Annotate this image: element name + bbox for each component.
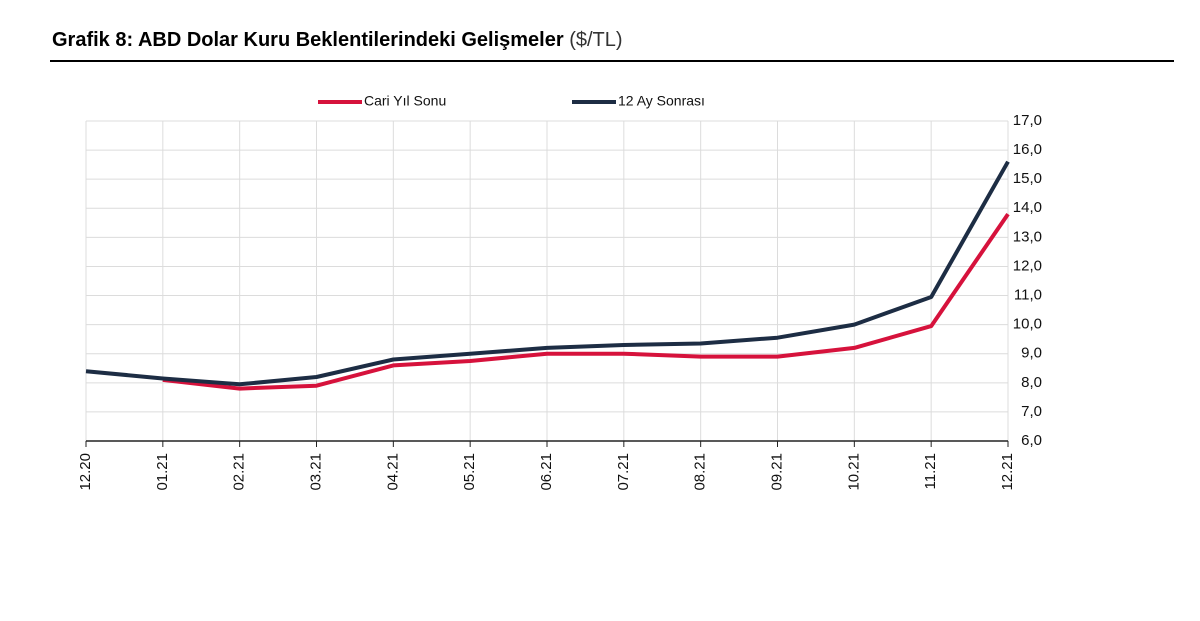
- series-line: [85, 160, 1010, 387]
- y-tick-label: 17,0: [1013, 112, 1042, 129]
- x-tick-label: 05.21: [461, 453, 478, 491]
- chart-title: Grafik 8: ABD Dolar Kuru Beklentilerinde…: [52, 29, 623, 52]
- y-tick-label: 15,0: [1013, 170, 1042, 187]
- title-underline: [50, 60, 1174, 62]
- legend-label: 12 Ay Sonrası: [618, 93, 705, 109]
- x-tick-label: 07.21: [615, 453, 632, 491]
- y-tick-label: 9,0: [1021, 345, 1042, 362]
- x-tick-label: 11.21: [922, 453, 939, 489]
- legend-label: Cari Yıl Sonu: [364, 93, 446, 109]
- x-tick-label: 09.21: [768, 453, 785, 491]
- legend: Cari Yıl Sonu 12 Ay Sonrası: [318, 93, 705, 109]
- y-tick-label: 10,0: [1013, 316, 1042, 333]
- x-axis-ticks: 12.20 01.21 02.21 03.21 04.21 05.21 06.21 07.21…: [77, 441, 1016, 491]
- x-tick-label: 12.21: [999, 453, 1016, 491]
- chart-title-main: Grafik 8: ABD Dolar Kuru Beklentilerinde…: [52, 29, 564, 51]
- series-line: [162, 212, 1010, 391]
- y-tick-label: 11,0: [1014, 287, 1042, 304]
- y-tick-label: 6,0: [1021, 432, 1042, 449]
- y-tick-label: 16,0: [1013, 141, 1042, 158]
- x-tick-label: 08.21: [692, 453, 709, 491]
- x-tick-label: 10.21: [845, 453, 862, 491]
- x-tick-label: 04.21: [384, 453, 401, 491]
- grid: [85, 120, 1009, 442]
- y-tick-label: 8,0: [1021, 374, 1042, 391]
- x-tick-label: 03.21: [307, 453, 324, 491]
- y-axis-ticks: 17,0 16,0 15,0 14,0 13,0 12,0 11,0 10,0 9,0 8,0 7,…: [1013, 112, 1042, 449]
- x-tick-label: 06.21: [538, 453, 555, 491]
- y-tick-label: 7,0: [1021, 403, 1042, 420]
- y-tick-label: 14,0: [1013, 199, 1042, 216]
- y-tick-label: 12,0: [1013, 257, 1042, 274]
- x-tick-label: 12.20: [77, 453, 94, 491]
- x-tick-label: 01.21: [154, 453, 171, 491]
- y-tick-label: 13,0: [1013, 228, 1042, 245]
- chart-title-unit: ($/TL): [569, 29, 623, 51]
- x-tick-label: 02.21: [231, 453, 248, 491]
- series-lines: [85, 160, 1010, 391]
